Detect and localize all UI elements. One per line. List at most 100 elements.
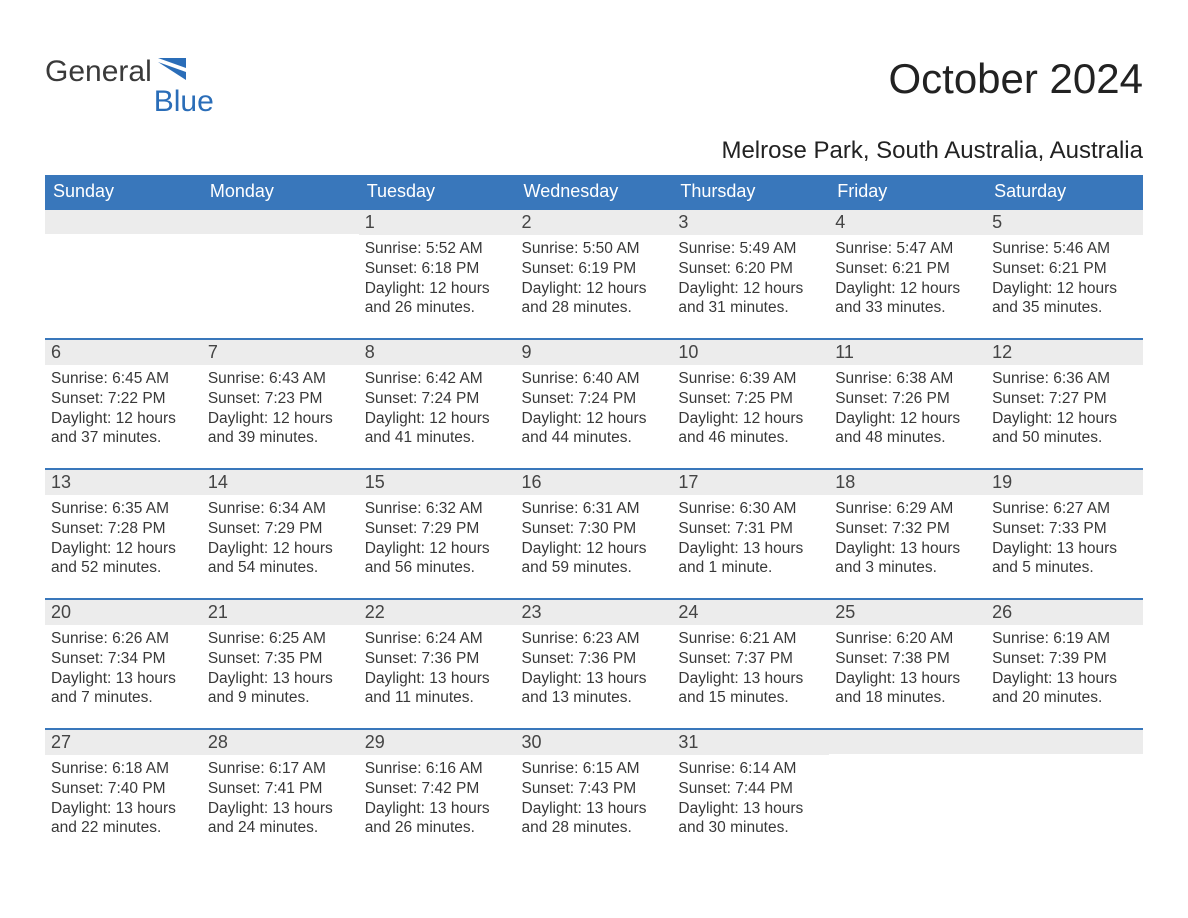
- day-daylight1: Daylight: 13 hours: [835, 669, 980, 689]
- day-sunset: Sunset: 7:32 PM: [835, 519, 980, 539]
- day-body: Sunrise: 6:24 AMSunset: 7:36 PMDaylight:…: [359, 625, 516, 714]
- calendar-cell: 27Sunrise: 6:18 AMSunset: 7:40 PMDayligh…: [45, 729, 202, 859]
- day-number: 13: [45, 470, 202, 495]
- day-body: Sunrise: 6:16 AMSunset: 7:42 PMDaylight:…: [359, 755, 516, 844]
- day-daylight1: Daylight: 13 hours: [51, 799, 196, 819]
- calendar-row: 27Sunrise: 6:18 AMSunset: 7:40 PMDayligh…: [45, 729, 1143, 859]
- day-daylight1: Daylight: 13 hours: [51, 669, 196, 689]
- day-number: 23: [516, 600, 673, 625]
- day-body: Sunrise: 6:45 AMSunset: 7:22 PMDaylight:…: [45, 365, 202, 454]
- day-daylight2: and 44 minutes.: [522, 428, 667, 448]
- day-sunrise: Sunrise: 6:32 AM: [365, 499, 510, 519]
- day-daylight1: Daylight: 13 hours: [992, 669, 1137, 689]
- day-body: Sunrise: 6:14 AMSunset: 7:44 PMDaylight:…: [672, 755, 829, 844]
- day-number-empty: [986, 730, 1143, 754]
- day-number: 9: [516, 340, 673, 365]
- calendar-body: 1Sunrise: 5:52 AMSunset: 6:18 PMDaylight…: [45, 209, 1143, 859]
- day-sunrise: Sunrise: 6:43 AM: [208, 369, 353, 389]
- calendar-cell: 11Sunrise: 6:38 AMSunset: 7:26 PMDayligh…: [829, 339, 986, 469]
- day-daylight1: Daylight: 12 hours: [365, 279, 510, 299]
- calendar-row: 6Sunrise: 6:45 AMSunset: 7:22 PMDaylight…: [45, 339, 1143, 469]
- day-daylight1: Daylight: 12 hours: [51, 409, 196, 429]
- calendar-row: 13 Sunrise: 6:35 AMSunset: 7:28 PM Dayligh…: [45, 469, 1143, 599]
- day-daylight2: and 13 minutes.: [522, 688, 667, 708]
- day-daylight1: Daylight: 13 hours: [992, 539, 1137, 559]
- day-daylight2: and 26 minutes.: [365, 818, 510, 838]
- day-daylight1: Daylight: 12 hours: [522, 409, 667, 429]
- day-sunset: Sunset: 7:29 PM: [208, 519, 353, 539]
- day-sunset: Sunset: 7:28 PM: [51, 519, 196, 539]
- day-sunrise: Sunrise: 6:35 AM: [51, 499, 196, 519]
- calendar-cell: [986, 729, 1143, 859]
- day-sunrise: Sunrise: 6:20 AM: [835, 629, 980, 649]
- day-body: Sunrise: 6:17 AMSunset: 7:41 PMDaylight:…: [202, 755, 359, 844]
- day-number: 8: [359, 340, 516, 365]
- day-daylight2: and 18 minutes.: [835, 688, 980, 708]
- day-sunrise: Sunrise: 6:16 AM: [365, 759, 510, 779]
- day-sunrise: Sunrise: 5:47 AM: [835, 239, 980, 259]
- day-body: Sunrise: 6:18 AMSunset: 7:40 PMDaylight:…: [45, 755, 202, 844]
- calendar-cell: 19Sunrise: 6:27 AMSunset: 7:33 PMDayligh…: [986, 469, 1143, 599]
- day-daylight1: Daylight: 13 hours: [678, 539, 823, 559]
- day-body: Sunrise: 6:29 AMSunset: 7:32 PMDaylight:…: [829, 495, 986, 584]
- weekday-header-row: SundayMondayTuesdayWednesdayThursdayFrid…: [45, 175, 1143, 209]
- day-sunset: Sunset: 7:42 PM: [365, 779, 510, 799]
- day-body: Sunrise: 6:25 AMSunset: 7:35 PMDaylight:…: [202, 625, 359, 714]
- day-body: Sunrise: 6:20 AMSunset: 7:38 PMDaylight:…: [829, 625, 986, 714]
- day-body: Sunrise: 6:39 AMSunset: 7:25 PMDaylight:…: [672, 365, 829, 454]
- day-daylight1: Daylight: 13 hours: [522, 669, 667, 689]
- day-sunrise: Sunrise: 5:52 AM: [365, 239, 510, 259]
- day-sunrise: Sunrise: 6:36 AM: [992, 369, 1137, 389]
- day-sunset: Sunset: 7:36 PM: [522, 649, 667, 669]
- day-daylight1: Daylight: 13 hours: [522, 799, 667, 819]
- day-daylight1: Daylight: 12 hours: [365, 409, 510, 429]
- calendar-cell: 30Sunrise: 6:15 AMSunset: 7:43 PMDayligh…: [516, 729, 673, 859]
- day-sunset: Sunset: 7:25 PM: [678, 389, 823, 409]
- day-daylight1: Daylight: 12 hours: [835, 279, 980, 299]
- day-daylight2: and 22 minutes.: [51, 818, 196, 838]
- calendar-cell: 26Sunrise: 6:19 AMSunset: 7:39 PMDayligh…: [986, 599, 1143, 729]
- weekday-header: Tuesday: [359, 175, 516, 209]
- day-daylight2: and 3 minutes.: [835, 558, 980, 578]
- day-sunrise: Sunrise: 6:24 AM: [365, 629, 510, 649]
- day-number-empty: [45, 210, 202, 234]
- day-daylight1: Daylight: 13 hours: [678, 669, 823, 689]
- day-sunrise: Sunrise: 6:18 AM: [51, 759, 196, 779]
- calendar-cell: [829, 729, 986, 859]
- day-daylight1: Daylight: 13 hours: [678, 799, 823, 819]
- calendar-table: SundayMondayTuesdayWednesdayThursdayFrid…: [45, 175, 1143, 859]
- day-number: 18: [829, 470, 986, 495]
- day-sunset: Sunset: 6:21 PM: [835, 259, 980, 279]
- day-number: 1: [359, 210, 516, 235]
- day-daylight2: and 9 minutes.: [208, 688, 353, 708]
- day-number: 3: [672, 210, 829, 235]
- day-daylight1: Daylight: 12 hours: [208, 539, 353, 559]
- day-daylight2: and 33 minutes.: [835, 298, 980, 318]
- day-sunset: Sunset: 7:37 PM: [678, 649, 823, 669]
- weekday-header: Monday: [202, 175, 359, 209]
- day-daylight2: and 1 minute.: [678, 558, 823, 578]
- day-number: 31: [672, 730, 829, 755]
- day-number-empty: [202, 210, 359, 234]
- day-number: 19: [986, 470, 1143, 495]
- day-body: Sunrise: 6:40 AMSunset: 7:24 PMDaylight:…: [516, 365, 673, 454]
- day-daylight1: Daylight: 12 hours: [365, 539, 510, 559]
- day-daylight2: and 56 minutes.: [365, 558, 510, 578]
- day-daylight1: Daylight: 13 hours: [365, 799, 510, 819]
- day-sunrise: Sunrise: 5:49 AM: [678, 239, 823, 259]
- day-number: 10: [672, 340, 829, 365]
- day-daylight1: Daylight: 12 hours: [522, 539, 667, 559]
- day-number: 20: [45, 600, 202, 625]
- day-daylight1: Daylight: 12 hours: [992, 279, 1137, 299]
- day-number: 29: [359, 730, 516, 755]
- day-daylight2: and 39 minutes.: [208, 428, 353, 448]
- brand-logo: General: [45, 55, 188, 89]
- calendar-row: 1Sunrise: 5:52 AMSunset: 6:18 PMDaylight…: [45, 209, 1143, 339]
- calendar-cell: 8Sunrise: 6:42 AMSunset: 7:24 PMDaylight…: [359, 339, 516, 469]
- day-sunset: Sunset: 7:40 PM: [51, 779, 196, 799]
- calendar-cell: 23Sunrise: 6:23 AMSunset: 7:36 PMDayligh…: [516, 599, 673, 729]
- day-daylight2: and 15 minutes.: [678, 688, 823, 708]
- day-body: Sunrise: 5:46 AMSunset: 6:21 PMDaylight:…: [986, 235, 1143, 324]
- day-daylight2: and 50 minutes.: [992, 428, 1137, 448]
- day-body: Sunrise: 5:47 AMSunset: 6:21 PMDaylight:…: [829, 235, 986, 324]
